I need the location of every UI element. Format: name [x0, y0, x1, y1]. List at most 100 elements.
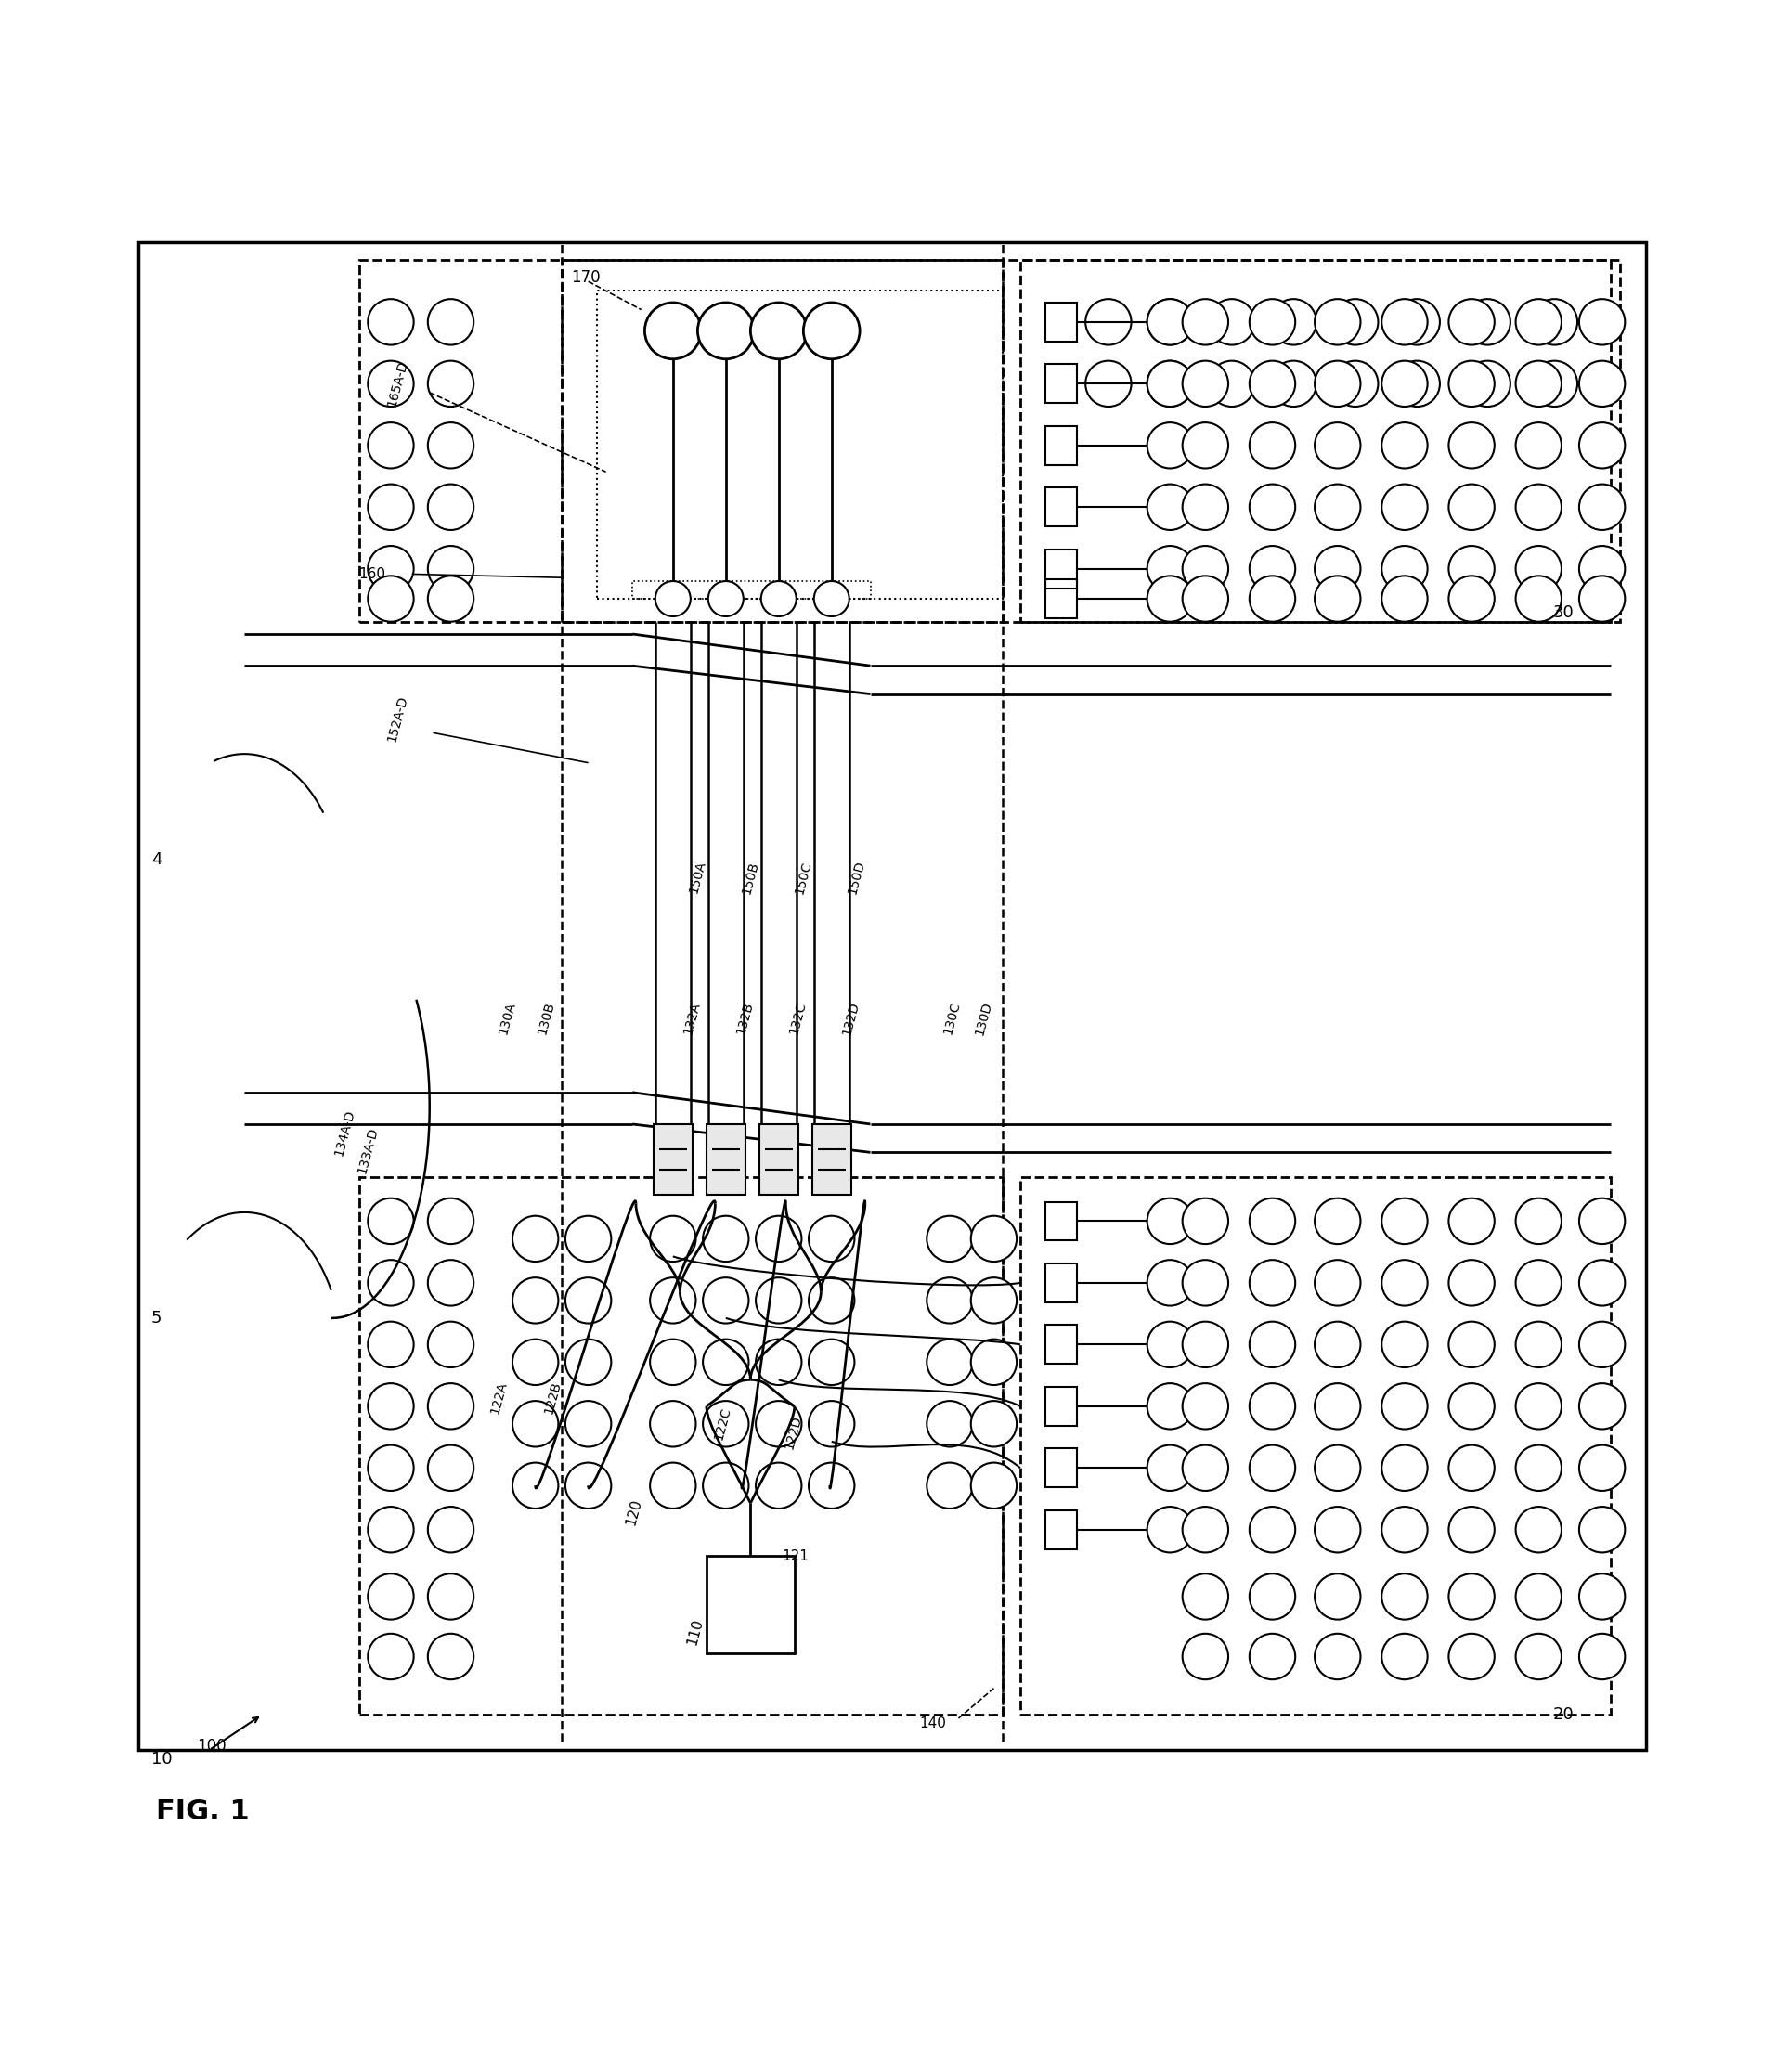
Text: 132A: 132A: [682, 1001, 703, 1036]
Text: 165A-D: 165A-D: [385, 358, 410, 408]
Circle shape: [1449, 298, 1495, 344]
Circle shape: [1147, 485, 1193, 530]
Circle shape: [1314, 1444, 1360, 1492]
Circle shape: [428, 298, 474, 344]
Circle shape: [1250, 485, 1295, 530]
Circle shape: [1449, 423, 1495, 468]
Bar: [597, 290, 1003, 599]
Circle shape: [428, 576, 474, 622]
Circle shape: [1515, 1444, 1561, 1492]
Circle shape: [1394, 298, 1440, 344]
Circle shape: [1449, 361, 1495, 406]
Circle shape: [650, 1339, 696, 1384]
Circle shape: [650, 1463, 696, 1508]
Circle shape: [368, 545, 414, 593]
Circle shape: [1579, 1322, 1625, 1368]
Circle shape: [1147, 423, 1193, 468]
Circle shape: [1147, 1198, 1193, 1243]
Circle shape: [1382, 545, 1428, 593]
Circle shape: [368, 1633, 414, 1680]
Bar: [812, 1125, 851, 1196]
Circle shape: [1250, 1384, 1295, 1430]
Bar: [1044, 1264, 1076, 1301]
Circle shape: [368, 1322, 414, 1368]
Text: 122B: 122B: [542, 1380, 563, 1415]
Circle shape: [428, 1322, 474, 1368]
Bar: [1044, 427, 1076, 464]
Bar: [707, 1125, 746, 1196]
Text: 120: 120: [623, 1498, 645, 1527]
Circle shape: [927, 1339, 973, 1384]
Circle shape: [428, 1633, 474, 1680]
Circle shape: [1314, 1198, 1360, 1243]
Circle shape: [1314, 423, 1360, 468]
Circle shape: [757, 1463, 801, 1508]
Text: 152A-D: 152A-D: [385, 694, 410, 744]
Circle shape: [808, 1216, 854, 1262]
Bar: [561, 261, 1620, 622]
Circle shape: [1579, 1444, 1625, 1492]
Circle shape: [1250, 1444, 1295, 1492]
Circle shape: [757, 1278, 801, 1324]
Text: 150B: 150B: [741, 860, 762, 895]
Circle shape: [565, 1463, 611, 1508]
Circle shape: [1579, 1633, 1625, 1680]
Circle shape: [1515, 298, 1561, 344]
Circle shape: [1515, 1633, 1561, 1680]
Circle shape: [1531, 361, 1577, 406]
Circle shape: [1579, 298, 1625, 344]
Circle shape: [1515, 1506, 1561, 1552]
Circle shape: [1382, 1633, 1428, 1680]
Circle shape: [709, 580, 744, 615]
Circle shape: [428, 485, 474, 530]
Text: 100: 100: [197, 1738, 226, 1755]
Circle shape: [1314, 576, 1360, 622]
Circle shape: [971, 1278, 1016, 1324]
Circle shape: [1314, 1575, 1360, 1620]
Circle shape: [927, 1278, 973, 1324]
Circle shape: [1250, 1575, 1295, 1620]
Circle shape: [1147, 1384, 1193, 1430]
Text: 170: 170: [570, 269, 600, 286]
Circle shape: [1183, 1444, 1229, 1492]
Bar: [654, 1125, 693, 1196]
Text: 130D: 130D: [973, 1001, 995, 1036]
Circle shape: [757, 1401, 801, 1446]
Text: 122A: 122A: [488, 1380, 510, 1415]
Circle shape: [1314, 1506, 1360, 1552]
Text: 110: 110: [686, 1616, 705, 1647]
Circle shape: [428, 1506, 474, 1552]
Circle shape: [927, 1463, 973, 1508]
Circle shape: [1183, 1322, 1229, 1368]
Bar: [1044, 303, 1076, 342]
Circle shape: [368, 576, 414, 622]
Circle shape: [751, 303, 806, 358]
Text: 130C: 130C: [941, 1001, 963, 1036]
Bar: [1044, 1510, 1076, 1550]
Circle shape: [703, 1463, 749, 1508]
Circle shape: [762, 580, 796, 615]
Circle shape: [513, 1339, 558, 1384]
Circle shape: [1314, 1322, 1360, 1368]
Bar: [359, 1177, 1003, 1716]
Circle shape: [1394, 361, 1440, 406]
Bar: [139, 242, 1646, 1751]
Text: FIG. 1: FIG. 1: [156, 1798, 250, 1825]
Text: 5: 5: [151, 1310, 162, 1326]
Circle shape: [368, 1198, 414, 1243]
Circle shape: [1147, 1260, 1193, 1305]
Circle shape: [971, 1463, 1016, 1508]
Circle shape: [1085, 298, 1131, 344]
Circle shape: [513, 1401, 558, 1446]
Circle shape: [1183, 545, 1229, 593]
Circle shape: [1465, 298, 1510, 344]
Circle shape: [971, 1339, 1016, 1384]
Bar: [760, 1125, 797, 1196]
Circle shape: [1449, 545, 1495, 593]
Circle shape: [1382, 423, 1428, 468]
Circle shape: [1183, 298, 1229, 344]
Circle shape: [1209, 298, 1254, 344]
Circle shape: [368, 485, 414, 530]
Circle shape: [645, 303, 702, 358]
Circle shape: [1579, 1506, 1625, 1552]
